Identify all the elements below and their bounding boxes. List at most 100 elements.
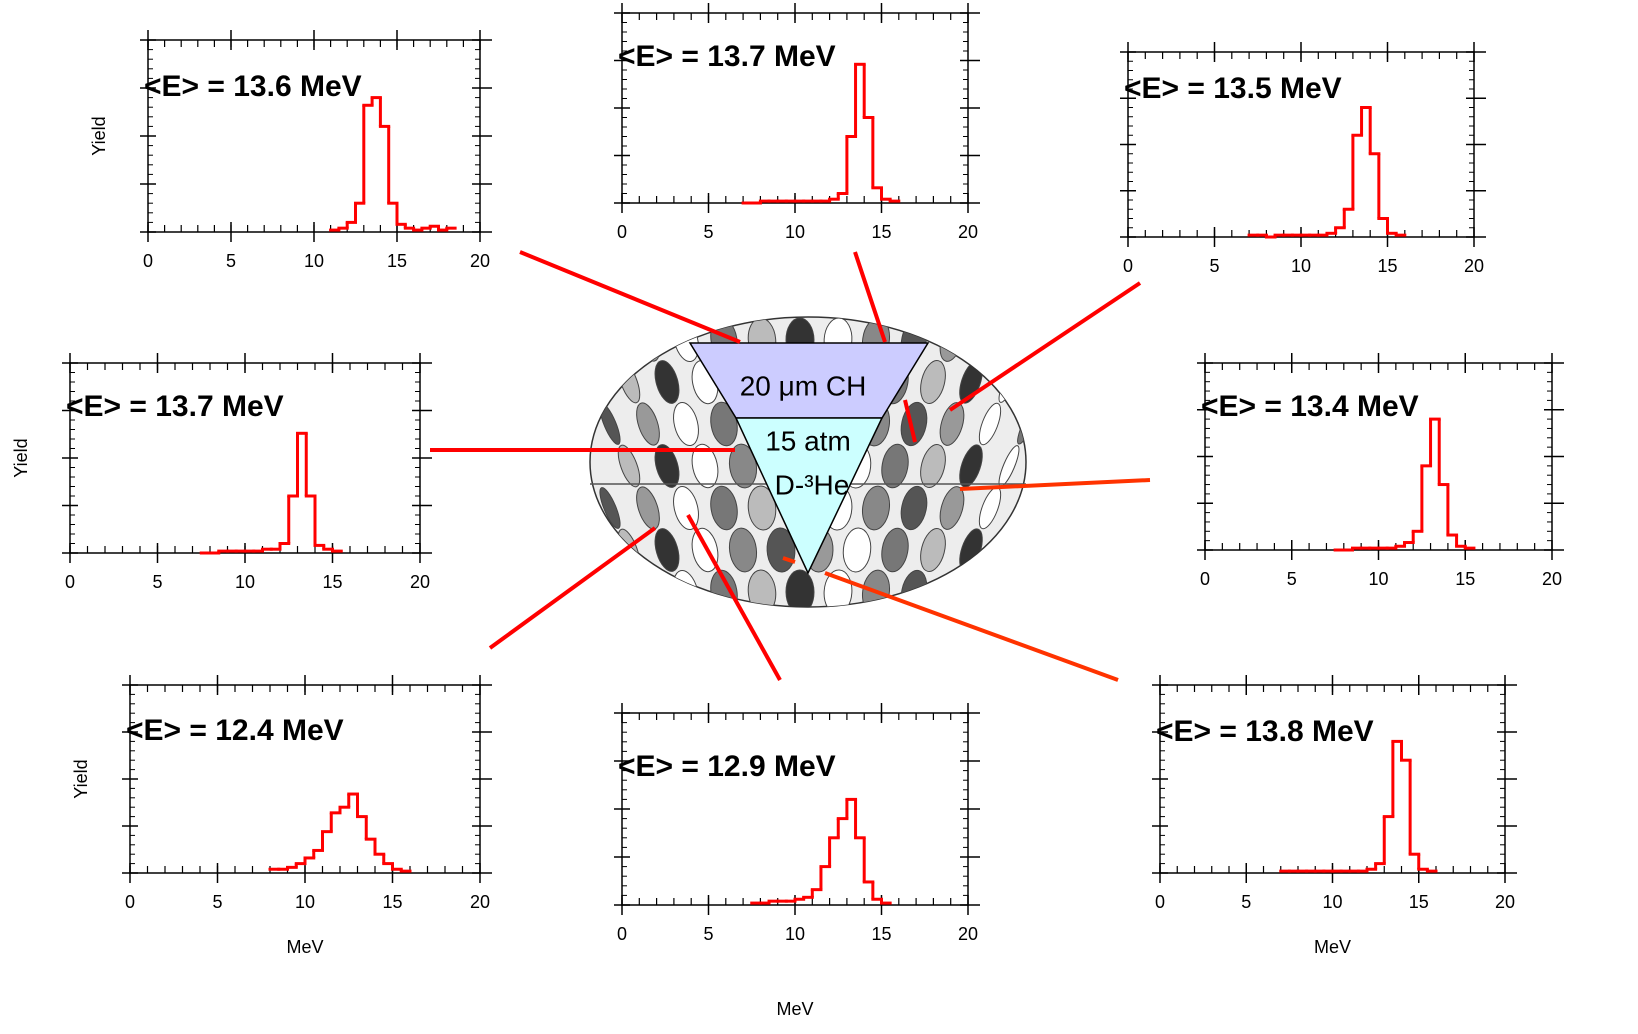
x-tick-label: 0 [143, 251, 153, 271]
x-axis-label: MeV [286, 937, 323, 957]
connector [782, 556, 796, 564]
port [617, 444, 641, 488]
x-tick-label: 5 [1241, 892, 1251, 912]
x-tick-label: 20 [958, 222, 978, 242]
port [747, 485, 777, 531]
port [710, 485, 738, 531]
port [900, 485, 928, 531]
connector [948, 281, 1142, 412]
chart: 0 5 10 15 20 <E> = 13.5 MeV [1120, 42, 1486, 276]
x-tick-label: 15 [1409, 892, 1429, 912]
chart: 0 5 10 15 20 <E> = 12.9 MeV MeV [614, 703, 980, 1019]
port [881, 443, 909, 489]
port [978, 318, 1002, 362]
chart-title: <E> = 13.7 MeV [618, 40, 836, 73]
port [636, 570, 660, 607]
shell-label: 20 μm CH [740, 370, 867, 401]
port [998, 529, 1020, 571]
plot-frame [1127, 51, 1475, 238]
x-tick-label: 5 [1209, 256, 1219, 276]
chart-title: <E> = 13.6 MeV [144, 70, 362, 103]
chart-title: <E> = 13.7 MeV [66, 390, 284, 423]
chart: 0 5 10 15 20 <E> = 13.7 MeV Yield [11, 353, 432, 592]
port [654, 360, 680, 404]
plot-frame [621, 12, 969, 204]
x-tick-label: 20 [410, 572, 430, 592]
x-tick-label: 0 [1200, 569, 1210, 589]
port [785, 569, 815, 607]
chart-title: <E> = 13.4 MeV [1201, 390, 1419, 423]
chart-title: <E> = 12.9 MeV [618, 750, 836, 783]
port [978, 402, 1002, 446]
x-tick-label: 10 [235, 572, 255, 592]
x-tick-label: 0 [617, 924, 627, 944]
x-tick-label: 0 [1155, 892, 1165, 912]
x-tick-label: 10 [295, 892, 315, 912]
x-tick-label: 15 [322, 572, 342, 592]
port [599, 319, 621, 361]
port [920, 443, 946, 489]
chart-title: <E> = 12.4 MeV [126, 714, 344, 747]
x-tick-label: 10 [304, 251, 324, 271]
port [1017, 571, 1026, 607]
x-tick-label: 15 [382, 892, 402, 912]
port [599, 571, 621, 607]
chart: 0 5 10 15 20 <E> = 13.4 MeV [1197, 353, 1564, 589]
x-tick-label: 15 [387, 251, 407, 271]
port [861, 485, 891, 531]
connector [488, 526, 657, 650]
port [636, 402, 660, 446]
port [654, 528, 680, 572]
port [691, 443, 719, 489]
port [1017, 319, 1026, 361]
chart: 0 5 10 15 20 <E> = 13.8 MeV MeV [1152, 675, 1517, 957]
port [920, 527, 946, 573]
y-axis-label: Yield [11, 438, 31, 477]
x-tick-label: 20 [1495, 892, 1515, 912]
x-tick-label: 0 [617, 222, 627, 242]
port [728, 443, 758, 489]
connector [959, 478, 1151, 491]
x-tick-label: 15 [871, 924, 891, 944]
x-tick-label: 5 [152, 572, 162, 592]
port [673, 401, 699, 447]
x-tick-label: 20 [470, 251, 490, 271]
plot-frame [129, 684, 481, 874]
x-tick-label: 5 [1287, 569, 1297, 589]
chart-title: <E> = 13.8 MeV [1156, 715, 1374, 748]
y-axis-label: Yield [89, 116, 109, 155]
chart: 0 5 10 15 20 <E> = 13.6 MeV Yield [89, 30, 492, 271]
port [710, 401, 738, 447]
x-tick-label: 20 [470, 892, 490, 912]
port [842, 527, 872, 573]
x-tick-label: 0 [1123, 256, 1133, 276]
connector [824, 571, 1119, 682]
x-tick-label: 15 [871, 222, 891, 242]
x-tick-label: 10 [1368, 569, 1388, 589]
port [599, 487, 621, 529]
fuel-pressure-label: 15 atm [765, 425, 851, 456]
x-tick-label: 20 [958, 924, 978, 944]
y-axis-label: Yield [71, 759, 91, 798]
x-tick-label: 15 [1455, 569, 1475, 589]
x-tick-label: 0 [125, 892, 135, 912]
plot-frame [1159, 684, 1506, 874]
x-axis-label: MeV [1314, 937, 1351, 957]
connector [903, 399, 917, 443]
x-tick-label: 5 [703, 222, 713, 242]
plot-frame [69, 362, 421, 554]
port [1032, 444, 1061, 488]
port [728, 527, 758, 573]
plot-frame [1204, 362, 1553, 551]
port [1032, 360, 1061, 404]
port [939, 486, 965, 530]
x-axis-label: MeV [776, 999, 813, 1019]
x-tick-label: 10 [785, 222, 805, 242]
x-tick-label: 20 [1464, 256, 1484, 276]
port [920, 359, 946, 405]
x-tick-label: 15 [1377, 256, 1397, 276]
x-tick-label: 5 [226, 251, 236, 271]
port [978, 570, 1002, 607]
